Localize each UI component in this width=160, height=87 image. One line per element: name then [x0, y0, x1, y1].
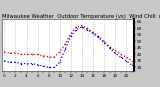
Text: Milwaukee Weather  Outdoor Temperature (vs)  Wind Chill  (Last 24 Hours): Milwaukee Weather Outdoor Temperature (v… — [2, 14, 160, 19]
